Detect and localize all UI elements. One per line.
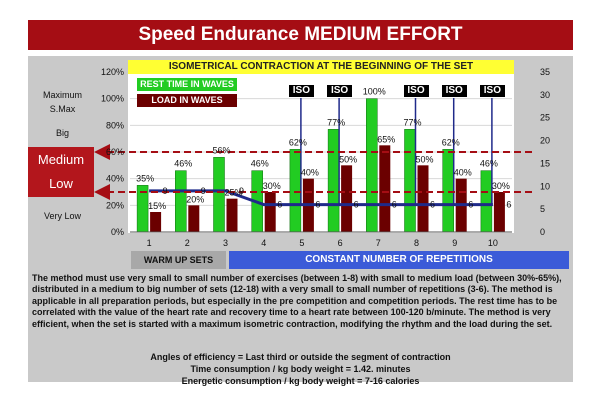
x-tick-label: 4 — [261, 238, 266, 248]
load-bar — [264, 192, 276, 232]
right-axis-tick-label: 35 — [540, 67, 550, 77]
repetitions-data-label: 6 — [392, 200, 397, 210]
load-bar — [150, 212, 162, 232]
method-description: The method must use very small to small … — [32, 273, 562, 329]
iso-marker: ISO — [402, 84, 430, 98]
legend-rest-time: REST TIME IN WAVES — [137, 78, 237, 91]
load-bar — [226, 198, 238, 232]
energetic-consumption: Energetic consumption / kg body weight =… — [181, 376, 420, 386]
left-axis-tick-label: 40% — [106, 174, 124, 184]
rest-time-data-label: 56% — [212, 145, 230, 155]
level-smax: S.Max — [49, 104, 76, 114]
rest-time-bar — [404, 129, 416, 233]
left-axis-tick-label: 80% — [106, 120, 124, 130]
load-bar — [417, 165, 429, 232]
repetitions-data-label: 6 — [506, 200, 511, 210]
right-axis-tick-label: 30 — [540, 90, 550, 100]
left-axis-tick-label: 60% — [106, 147, 124, 157]
repetitions-data-label: 6 — [430, 200, 435, 210]
repetitions-data-label: 9 — [239, 186, 244, 196]
x-tick-label: 6 — [338, 238, 343, 248]
right-axis-tick-label: 0 — [540, 227, 545, 237]
rest-time-data-label: 62% — [442, 137, 460, 147]
x-tick-label: 3 — [223, 238, 228, 248]
angles-of-efficiency: Angles of efficiency = Last third or out… — [150, 352, 451, 362]
repetitions-data-label: 6 — [468, 200, 473, 210]
rest-time-bar — [366, 98, 378, 233]
load-bar — [493, 192, 505, 232]
rest-time-bar — [327, 129, 340, 233]
right-axis-tick-label: 5 — [540, 204, 545, 214]
load-data-label: 50% — [339, 154, 357, 164]
repetitions-data-label: 6 — [277, 200, 282, 210]
left-axis-tick-label: 0% — [111, 227, 124, 237]
rest-time-bar — [480, 170, 493, 233]
legend-load: LOAD IN WAVES — [137, 94, 237, 107]
right-axis-tick-label: 10 — [540, 181, 550, 191]
level-maximum: Maximum — [42, 90, 82, 100]
load-data-label: 30% — [263, 181, 281, 191]
rest-time-data-label: 77% — [403, 117, 421, 127]
x-tick-label: 9 — [452, 238, 457, 248]
load-data-label: 65% — [377, 134, 395, 144]
rest-time-bar — [213, 157, 225, 233]
rest-time-data-label: 46% — [251, 159, 269, 169]
load-data-label: 20% — [186, 194, 204, 204]
rest-time-data-label: 46% — [174, 159, 192, 169]
right-axis-tick-label: 20 — [540, 136, 550, 146]
load-data-label: 40% — [301, 168, 319, 178]
page-title: Speed Endurance MEDIUM EFFORT — [28, 20, 573, 50]
left-axis-tick-label: 20% — [106, 200, 124, 210]
rest-time-data-label: 35% — [136, 173, 154, 183]
iso-marker: ISO — [326, 84, 354, 98]
rest-time-data-label: 77% — [327, 117, 345, 127]
rest-time-bar — [289, 149, 302, 233]
x-tick-label: 1 — [147, 238, 152, 248]
x-tick-label: 10 — [488, 238, 498, 248]
iso-marker: ISO — [440, 84, 468, 98]
level-medium: Medium — [37, 152, 85, 167]
iso-marker: ISO — [287, 84, 315, 98]
left-axis-tick-label: 100% — [101, 94, 124, 104]
load-data-label: 25% — [224, 188, 242, 198]
level-very-low: Very Low — [43, 211, 82, 221]
left-axis-tick-label: 120% — [101, 67, 124, 77]
repetitions-data-label: 9 — [201, 186, 206, 196]
rest-time-bar — [175, 170, 187, 233]
rest-time-data-label: 100% — [363, 87, 386, 97]
iso-marker: ISO — [478, 84, 506, 98]
load-data-label: 15% — [148, 201, 166, 211]
right-axis-tick-label: 25 — [540, 113, 550, 123]
x-tick-label: 8 — [414, 238, 419, 248]
warm-up-sets-label: WARM UP SETS — [131, 251, 226, 269]
isometric-banner: ISOMETRICAL CONTRACTION AT THE BEGINNING… — [128, 60, 514, 74]
x-tick-label: 5 — [299, 238, 304, 248]
load-bar — [188, 205, 200, 232]
repetitions-data-label: 9 — [163, 186, 168, 196]
x-tick-label: 7 — [376, 238, 381, 248]
level-low: Low — [49, 176, 73, 191]
load-data-label: 30% — [492, 181, 510, 191]
rest-time-bar — [442, 149, 454, 233]
rest-time-data-label: 46% — [480, 159, 498, 169]
constant-repetitions-label: CONSTANT NUMBER OF REPETITIONS — [229, 251, 569, 269]
level-medium-low-box: Medium Low — [28, 147, 94, 197]
x-tick-label: 2 — [185, 238, 190, 248]
repetitions-data-label: 6 — [354, 200, 359, 210]
load-bar — [379, 145, 391, 232]
repetitions-line — [149, 189, 493, 207]
level-big: Big — [55, 128, 69, 138]
time-consumption: Time consumption / kg body weight = 1.42… — [190, 364, 411, 374]
right-axis-tick-label: 15 — [540, 158, 550, 168]
load-data-label: 50% — [415, 154, 433, 164]
repetitions-data-label: 6 — [315, 200, 320, 210]
rest-time-data-label: 62% — [289, 137, 307, 147]
load-data-label: 40% — [454, 168, 472, 178]
load-bar — [341, 165, 353, 232]
